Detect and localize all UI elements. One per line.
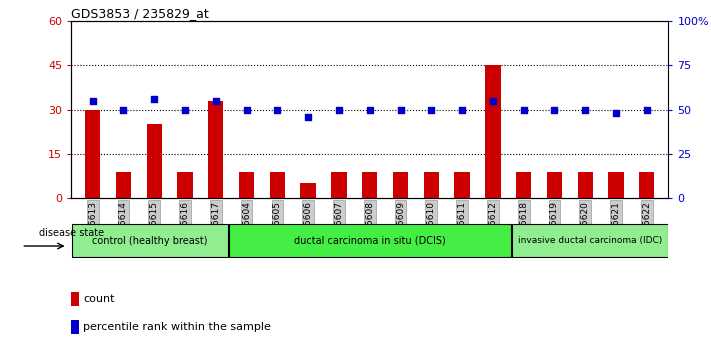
Bar	[516, 172, 531, 198]
Point	[395, 107, 406, 113]
Bar	[116, 172, 131, 198]
Bar	[609, 172, 624, 198]
Text: disease state: disease state	[39, 228, 105, 238]
Text: control (healthy breast): control (healthy breast)	[92, 236, 208, 246]
Point	[87, 98, 98, 104]
Bar	[577, 172, 593, 198]
Bar	[239, 172, 255, 198]
Text: ductal carcinoma in situ (DCIS): ductal carcinoma in situ (DCIS)	[294, 236, 446, 246]
Point	[518, 107, 529, 113]
Text: invasive ductal carcinoma (IDC): invasive ductal carcinoma (IDC)	[518, 236, 662, 245]
Point	[302, 114, 314, 120]
Point	[364, 107, 375, 113]
Text: GDS3853 / 235829_at: GDS3853 / 235829_at	[71, 7, 209, 20]
Point	[549, 107, 560, 113]
Bar	[362, 172, 378, 198]
Point	[272, 107, 283, 113]
Bar	[485, 65, 501, 198]
Bar	[392, 172, 408, 198]
Bar	[208, 101, 223, 198]
Bar	[146, 125, 162, 198]
Point	[333, 107, 345, 113]
Bar	[177, 172, 193, 198]
Bar	[424, 172, 439, 198]
Bar	[547, 172, 562, 198]
Bar	[71, 292, 79, 306]
Bar	[72, 224, 228, 257]
Bar	[71, 320, 79, 334]
Bar	[512, 224, 668, 257]
Bar	[229, 224, 510, 257]
Bar	[85, 110, 100, 198]
Point	[610, 110, 621, 116]
Bar	[301, 183, 316, 198]
Point	[641, 107, 653, 113]
Bar	[331, 172, 347, 198]
Bar	[454, 172, 470, 198]
Text: count: count	[83, 294, 114, 304]
Point	[426, 107, 437, 113]
Point	[179, 107, 191, 113]
Text: percentile rank within the sample: percentile rank within the sample	[83, 322, 271, 332]
Point	[149, 96, 160, 102]
Point	[241, 107, 252, 113]
Point	[456, 107, 468, 113]
Bar	[639, 172, 655, 198]
Point	[118, 107, 129, 113]
Bar	[269, 172, 285, 198]
Point	[579, 107, 591, 113]
Point	[487, 98, 498, 104]
Point	[210, 98, 222, 104]
